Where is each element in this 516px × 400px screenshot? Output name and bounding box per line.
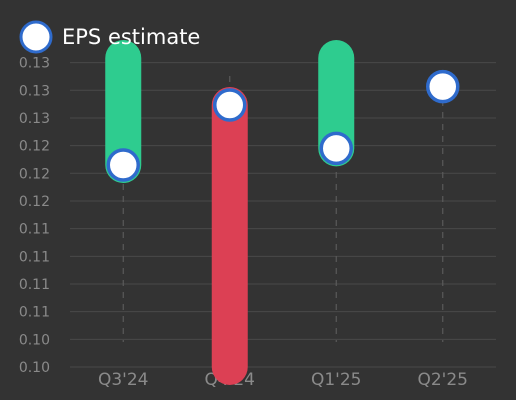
x-tick-label: Q1'25 xyxy=(311,370,362,390)
surprise-bar[interactable] xyxy=(211,87,248,385)
legend-label: EPS estimate xyxy=(62,25,200,49)
y-tick-label: 0.10 xyxy=(19,332,50,348)
estimate-point[interactable] xyxy=(213,88,247,122)
y-tick-label: 0.11 xyxy=(19,249,50,265)
y-tick-label: 0.10 xyxy=(19,360,50,376)
legend-marker xyxy=(19,20,53,54)
y-tick-label: 0.11 xyxy=(19,305,50,321)
legend[interactable]: EPS estimate xyxy=(19,20,200,54)
y-tick-label: 0.13 xyxy=(19,111,50,127)
estimate-point[interactable] xyxy=(426,69,460,104)
y-tick-label: 0.12 xyxy=(19,139,50,155)
y-tick-label: 0.12 xyxy=(19,166,50,182)
estimate-point[interactable] xyxy=(106,148,140,182)
y-tick-label: 0.13 xyxy=(19,83,50,99)
y-tick-label: 0.11 xyxy=(19,222,50,238)
y-tick-label: 0.12 xyxy=(19,194,50,210)
estimate-markers xyxy=(106,69,460,182)
y-tick-label: 0.11 xyxy=(19,277,50,293)
y-axis-ticks: 0.10 0.10 0.11 0.11 0.11 0.11 0.12 0.12 0.12 0.13… xyxy=(19,56,50,376)
x-tick-label: Q2'25 xyxy=(417,370,468,390)
x-tick-label: Q3'24 xyxy=(98,370,149,390)
estimate-point[interactable] xyxy=(319,131,353,166)
y-tick-label: 0.13 xyxy=(19,56,50,72)
surprise-bar[interactable] xyxy=(105,40,142,183)
